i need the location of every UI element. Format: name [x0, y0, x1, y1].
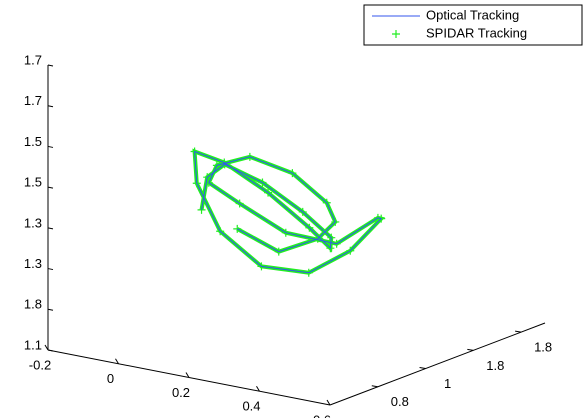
x-tick-label: -0.2: [29, 357, 51, 372]
y-tick: [467, 348, 474, 351]
y-tick-label: 1.8: [534, 340, 552, 355]
z-tick: [47, 186, 54, 189]
z-tick: [47, 105, 54, 108]
x-tick-label: 0.2: [172, 385, 190, 400]
x-tick: [256, 385, 260, 392]
z-tick-label: 1.5: [24, 134, 42, 149]
z-tick-label: 1.5: [24, 175, 42, 190]
legend-label: Optical Tracking: [426, 7, 519, 22]
series-line: [194, 150, 383, 274]
z-tick-label: 1.7: [24, 93, 42, 108]
legend-box: [363, 4, 583, 46]
marker: [233, 224, 242, 233]
z-tick-label: 1.1: [24, 337, 42, 352]
z-tick-label: 1.8: [24, 297, 42, 312]
x-tick-label: 0: [107, 371, 114, 386]
x-tick: [44, 344, 49, 351]
y-tick: [419, 367, 426, 370]
y-tick-label: 1.8: [486, 358, 504, 373]
legend-label: SPIDAR Tracking: [426, 25, 527, 40]
x-tick: [185, 372, 190, 378]
y-tick: [515, 330, 522, 333]
y-tick-label: 0.8: [391, 394, 409, 409]
z-tick-label: 1.7: [24, 52, 42, 67]
legend-marker: [392, 30, 400, 38]
z-tick-label: 1.3: [24, 256, 42, 271]
z-tick: [47, 308, 54, 311]
z-tick-label: 1.3: [24, 215, 42, 230]
x-tick: [326, 399, 331, 406]
x-tick: [115, 358, 119, 365]
x-tick-label: 0.6: [313, 412, 331, 418]
z-tick: [47, 145, 54, 148]
x-tick-label: 0.4: [242, 399, 260, 414]
y-axis: [329, 322, 546, 406]
y-tick: [371, 385, 378, 388]
z-tick: [47, 64, 54, 67]
series-line: [192, 148, 386, 275]
z-tick: [47, 268, 54, 271]
z-tick: [47, 349, 54, 352]
y-tick-label: 1: [444, 376, 451, 391]
z-tick: [47, 227, 54, 230]
